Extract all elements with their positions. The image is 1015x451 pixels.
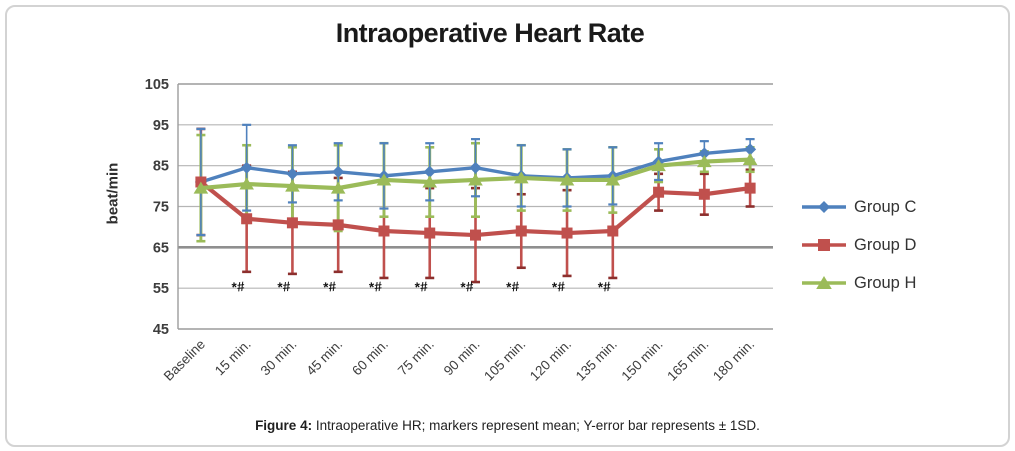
y-tick-label: 55 bbox=[153, 281, 169, 297]
x-tick-label: 180 min. bbox=[710, 337, 757, 384]
legend-item-group-c: Group C bbox=[800, 188, 1000, 226]
x-tick-label: Baseline bbox=[161, 337, 208, 384]
triangle-marker-group-h bbox=[285, 179, 300, 192]
square-marker-group-d bbox=[561, 227, 573, 239]
diamond-marker-group-c bbox=[744, 143, 757, 156]
diamond-marker-group-c bbox=[423, 165, 436, 178]
y-tick-label: 105 bbox=[145, 77, 169, 93]
square-marker-group-d bbox=[424, 227, 436, 239]
triangle-marker-group-h bbox=[193, 181, 209, 194]
figure-caption: Figure 4: Intraoperative HR; markers rep… bbox=[0, 418, 1015, 433]
x-tick-label: 30 min. bbox=[258, 337, 300, 379]
significance-annotation: *# bbox=[231, 279, 246, 295]
x-tick-label: 75 min. bbox=[395, 337, 437, 379]
significance-annotation: *# bbox=[414, 279, 429, 295]
diamond-marker-group-c bbox=[332, 165, 345, 178]
y-tick-label: 75 bbox=[153, 200, 169, 216]
diamond-marker-group-c bbox=[698, 147, 711, 160]
legend-marker-group-d-icon bbox=[802, 239, 846, 251]
legend-label-group-h: Group H bbox=[854, 273, 917, 292]
x-tick-label: 150 min. bbox=[618, 337, 665, 384]
triangle-marker-group-h bbox=[513, 171, 529, 184]
figure-caption-text: Intraoperative HR; markers represent mea… bbox=[312, 418, 760, 433]
triangle-marker-group-h bbox=[330, 181, 346, 194]
legend-label-group-d: Group D bbox=[854, 235, 917, 254]
square-marker-group-d bbox=[744, 182, 756, 194]
triangle-marker-group-h bbox=[376, 173, 392, 186]
diamond-marker-group-c bbox=[469, 161, 482, 174]
diamond-marker-group-c bbox=[286, 167, 299, 180]
triangle-marker-group-h bbox=[605, 173, 621, 186]
triangle-marker-group-h bbox=[651, 159, 666, 172]
legend-item-group-d: Group D bbox=[800, 226, 1000, 264]
legend-label-group-c: Group C bbox=[854, 197, 917, 216]
legend-marker-group-c-icon bbox=[802, 201, 846, 213]
significance-annotation: *# bbox=[277, 279, 292, 295]
square-marker-group-d bbox=[698, 188, 710, 200]
diamond-marker-group-c bbox=[240, 161, 253, 174]
x-tick-label: 165 min. bbox=[664, 337, 711, 384]
x-tick-label: 90 min. bbox=[441, 337, 483, 379]
x-tick-label: 105 min. bbox=[481, 337, 528, 384]
triangle-marker-group-h bbox=[422, 175, 438, 188]
y-tick-label: 95 bbox=[153, 118, 169, 134]
x-tick-label: 120 min. bbox=[527, 337, 574, 384]
square-marker-group-d bbox=[241, 213, 253, 225]
triangle-marker-group-h bbox=[697, 155, 712, 168]
triangle-marker-group-h bbox=[239, 177, 254, 190]
legend-item-group-h: Group H bbox=[800, 264, 1000, 302]
square-marker-group-d bbox=[378, 225, 390, 237]
y-tick-label: 65 bbox=[153, 240, 169, 256]
square-marker-group-d bbox=[470, 229, 481, 241]
square-marker-group-d bbox=[653, 186, 665, 198]
triangle-marker-group-h bbox=[742, 153, 758, 166]
figure-caption-number: Figure 4: bbox=[255, 418, 313, 433]
significance-annotation: *# bbox=[597, 279, 612, 295]
x-tick-label: 135 min. bbox=[573, 337, 620, 384]
triangle-marker-group-h bbox=[559, 173, 575, 186]
y-tick-label: 45 bbox=[153, 322, 169, 338]
square-marker-group-d bbox=[286, 217, 298, 229]
y-tick-label: 85 bbox=[153, 159, 169, 175]
square-marker-group-d bbox=[607, 225, 619, 237]
significance-annotation: *# bbox=[551, 279, 566, 295]
chart-legend: Group C Group D Group H bbox=[800, 188, 1000, 302]
x-tick-label: 60 min. bbox=[349, 337, 391, 379]
significance-annotation: *# bbox=[460, 279, 475, 295]
significance-annotation: *# bbox=[323, 279, 338, 295]
x-tick-label: 15 min. bbox=[212, 337, 254, 379]
x-tick-label: 45 min. bbox=[303, 337, 345, 379]
triangle-marker-group-h bbox=[468, 173, 483, 186]
significance-annotation: *# bbox=[368, 279, 383, 295]
legend-marker-group-h-icon bbox=[802, 276, 846, 289]
chart-title: Intraoperative Heart Rate bbox=[335, 18, 645, 48]
figure-border-frame bbox=[5, 5, 1010, 447]
significance-annotation: *# bbox=[506, 279, 521, 295]
square-marker-group-d bbox=[515, 225, 527, 237]
square-marker-group-d bbox=[332, 219, 344, 231]
